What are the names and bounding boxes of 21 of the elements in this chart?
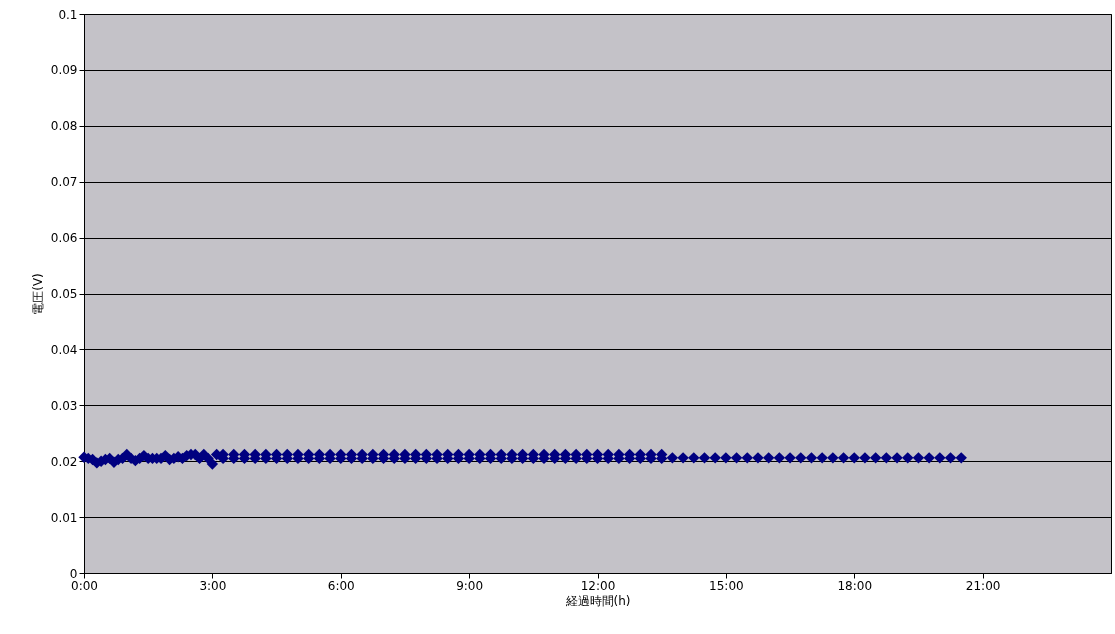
- x-tick-label: 15:00: [709, 578, 744, 593]
- y-tick-label: 0.04: [50, 342, 78, 357]
- x-tick-label: 12:00: [580, 578, 616, 593]
- x-tick-label: 18:00: [837, 578, 873, 593]
- x-tick-label: 21:00: [965, 578, 1001, 593]
- y-tick-label: 0: [69, 566, 78, 581]
- y-tick-label: 0.07: [50, 175, 78, 190]
- y-tick-label: 0.05: [50, 287, 78, 301]
- x-tick-label: 0:00: [71, 578, 98, 593]
- y-tick-label: 0.01: [50, 510, 78, 525]
- y-tick-label: 0.09: [50, 63, 78, 78]
- x-tick-label: 6:00: [327, 578, 355, 593]
- x-tick-label: 3:00: [199, 578, 227, 593]
- y-tick-label: 0.1: [58, 7, 78, 22]
- y-tick-label: 0.02: [50, 454, 78, 469]
- x-tick-label: 9:00: [456, 578, 484, 593]
- y-tick-label: 0.06: [50, 231, 78, 246]
- y-tick-label: 0.03: [50, 398, 78, 413]
- y-axis-title: 電圧(V): [30, 273, 45, 315]
- x-axis-title: 経過時間(h): [564, 593, 631, 608]
- y-tick-label: 0.08: [50, 119, 78, 134]
